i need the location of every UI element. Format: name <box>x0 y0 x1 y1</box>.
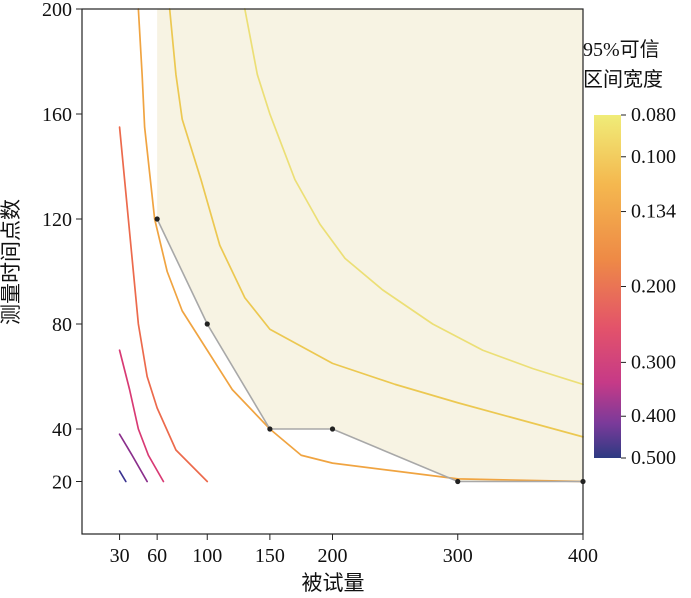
y-tick-label: 160 <box>42 104 72 126</box>
colorbar-tick-label: 0.400 <box>631 405 676 427</box>
colorbar-ticks: 0.080 0.100 0.134 0.200 0.300 0.400 0.500 <box>621 104 676 469</box>
threshold-point <box>204 321 210 327</box>
threshold-point <box>267 426 273 432</box>
y-axis-label: 测量时间点数 <box>0 199 23 325</box>
x-tick-label: 150 <box>255 545 285 567</box>
colorbar-tick-label: 0.134 <box>631 201 676 223</box>
contour-line-0.4 <box>118 433 148 483</box>
colorbar-tick-label: 0.500 <box>631 447 676 469</box>
colorbar-tick-label: 0.100 <box>631 146 676 168</box>
y-tick-label: 40 <box>52 419 72 441</box>
x-axis: 30 60 100 150 200 300 400 <box>110 534 598 567</box>
contour-lines <box>118 8 584 483</box>
colorbar <box>594 115 621 458</box>
y-tick-label: 80 <box>52 314 72 336</box>
y-tick-label: 20 <box>52 472 72 494</box>
colorbar-tick-label: 0.200 <box>631 276 676 298</box>
threshold-point <box>154 216 160 222</box>
legend-title-line2: 区间宽度 <box>583 68 663 91</box>
y-tick-label: 120 <box>42 209 72 231</box>
y-tick-label: 200 <box>42 0 72 21</box>
x-tick-label: 60 <box>147 545 167 567</box>
contour-line-0.134 <box>137 8 584 483</box>
y-axis: 20 40 80 120 160 200 <box>42 0 82 494</box>
contour-line-0.5 <box>118 470 127 483</box>
contour-line-0.3 <box>118 349 165 483</box>
contour-line-0.2 <box>118 126 209 483</box>
x-tick-label: 400 <box>568 545 598 567</box>
plot-area <box>81 8 586 535</box>
x-tick-label: 300 <box>443 545 473 567</box>
colorbar-tick-label: 0.300 <box>631 351 676 373</box>
x-tick-label: 100 <box>192 545 222 567</box>
contour-line-0.1 <box>168 8 584 438</box>
colorbar-tick-label: 0.080 <box>631 104 676 126</box>
x-tick-label: 30 <box>110 545 130 567</box>
feasible-region <box>157 9 583 482</box>
legend-title-line1: 95%可信 <box>583 38 660 61</box>
threshold-line <box>156 218 583 483</box>
contour-line-0.08 <box>243 8 584 386</box>
x-tick-label: 200 <box>318 545 348 567</box>
threshold-point <box>455 478 461 485</box>
threshold-point <box>329 426 336 432</box>
x-axis-label: 被试量 <box>302 571 365 595</box>
colorbar-legend: 95%可信 区间宽度 0.080 0.100 0.134 0.200 0.300 0.40… <box>583 38 676 469</box>
